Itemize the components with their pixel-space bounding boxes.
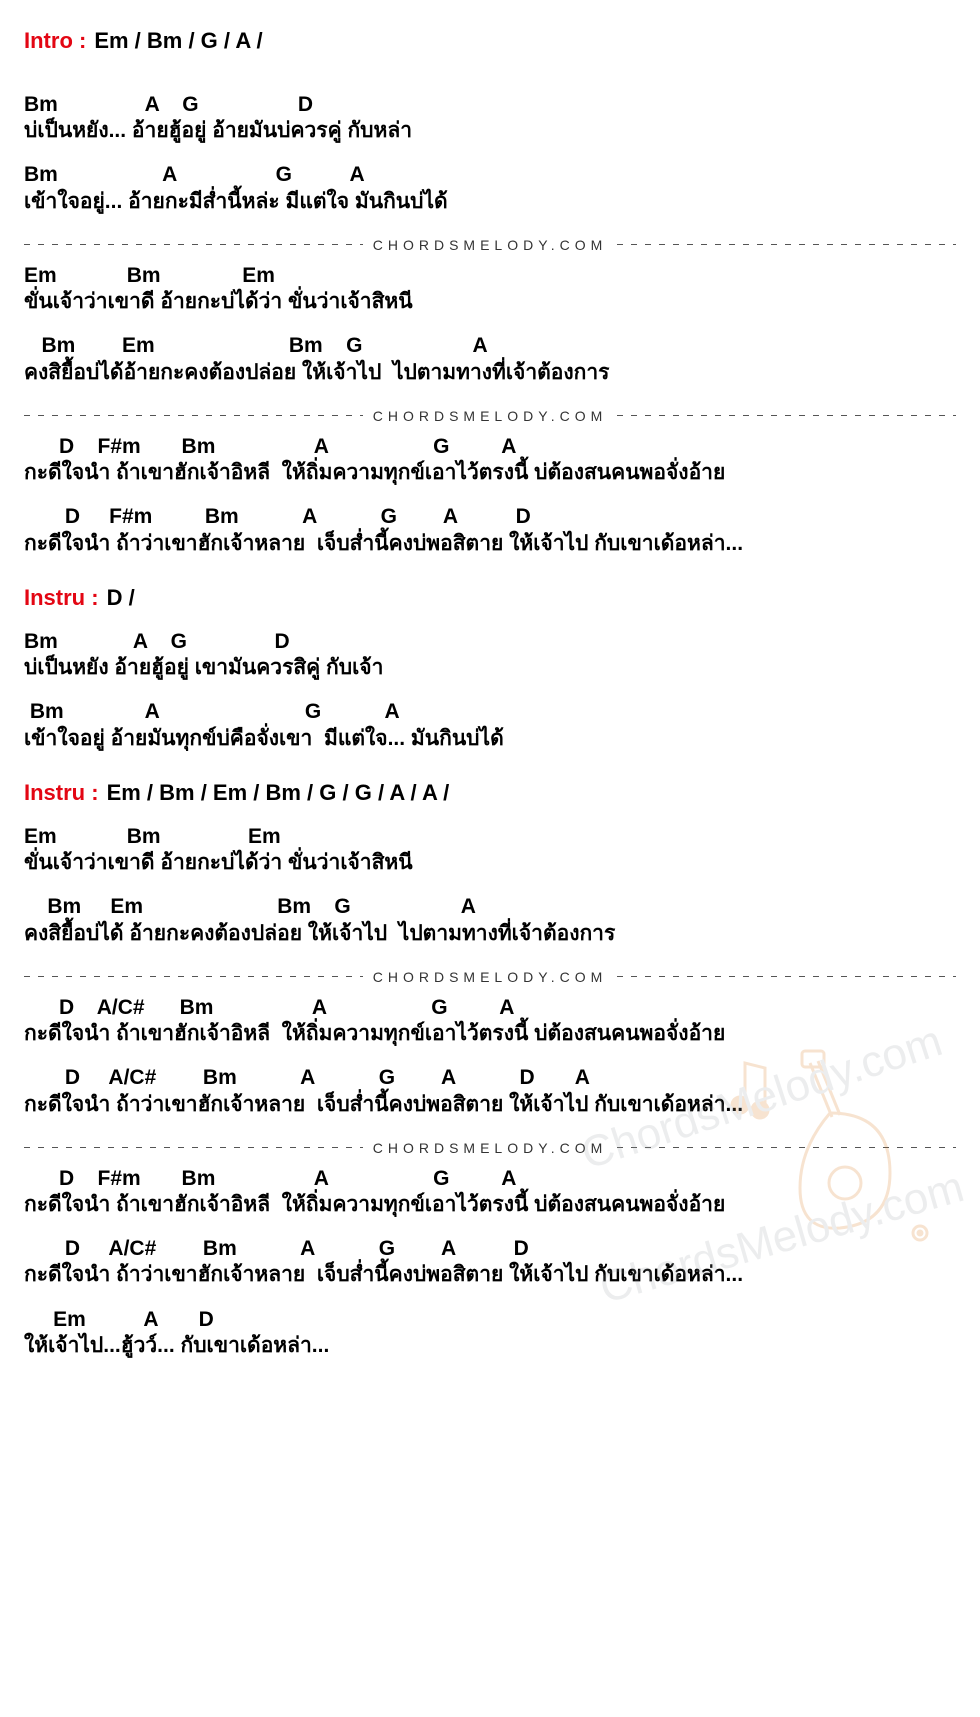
ch1-l1-chords: D F#m Bm A G A	[24, 434, 956, 459]
sep-dash	[24, 1147, 363, 1148]
intro-chords: Em / Bm / G / A /	[94, 28, 262, 54]
sep-brand: CHORDSMELODY.COM	[373, 408, 608, 424]
sep-dash	[24, 244, 363, 245]
instru1-label: Instru :	[24, 585, 99, 611]
v3-l2-lyrics: เข้าใจอยู่ อ้ายมันทุกข์บ่คือจั่งเขา มีแต…	[24, 725, 956, 752]
sep-dash	[617, 1147, 956, 1148]
v4-l1-chords: Em Bm Em	[24, 824, 956, 849]
ch2-l2-chords: D A/C# Bm A G A D A	[24, 1065, 956, 1090]
sep-brand: CHORDSMELODY.COM	[373, 969, 608, 985]
v4-l2-chords: Bm Em Bm G A	[24, 894, 956, 919]
ch2-l1-chords: D A/C# Bm A G A	[24, 995, 956, 1020]
v1-l1-lyrics: บ่เป็นหยัง... อ้ายฮู้อยู่ อ้ายมันบ่ควรคู…	[24, 117, 956, 144]
v4-l1-lyrics: ขั่นเจ้าว่าเขาดี อ้ายกะบ่ได้ว่า ขั่นว่าเ…	[24, 849, 956, 876]
sep-brand: CHORDSMELODY.COM	[373, 1140, 608, 1156]
v1-l2-chords: Bm A G A	[24, 162, 956, 187]
v2-l2-lyrics: คงสิยื้อบ่ได้อ้ายกะคงต้องปล่อย ให้เจ้าไป…	[24, 359, 956, 386]
sep-dash	[24, 415, 363, 416]
ch2-l1-lyrics: กะดีใจนำ ถ้าเขาฮักเจ้าอิหลี ให้ถิ่มความท…	[24, 1020, 956, 1047]
v4-l2-lyrics: คงสิยื้อบ่ได้ อ้ายกะคงต้องปล่อย ให้เจ้าไ…	[24, 920, 956, 947]
separator-2: CHORDSMELODY.COM	[24, 408, 956, 424]
separator-1: CHORDSMELODY.COM	[24, 237, 956, 253]
ch3-l2-lyrics: กะดีใจนำ ถ้าว่าเขาฮักเจ้าหลาย เจ็บส่ำนี้…	[24, 1261, 956, 1288]
instru1-row: Instru : D /	[24, 585, 956, 611]
sep-dash	[617, 976, 956, 977]
ch3-l1-chords: D F#m Bm A G A	[24, 1166, 956, 1191]
outro-chords: Em A D	[24, 1307, 956, 1332]
v2-l2-chords: Bm Em Bm G A	[24, 333, 956, 358]
instru2-label: Instru :	[24, 780, 99, 806]
v3-l1-lyrics: บ่เป็นหยัง อ้ายฮู้อยู่ เขามันควรสิคู่ กั…	[24, 654, 956, 681]
intro-label: Intro :	[24, 28, 86, 54]
intro-row: Intro : Em / Bm / G / A /	[24, 28, 956, 54]
v1-l2-lyrics: เข้าใจอยู่... อ้ายกะมีส่ำนี้หล่ะ มีแต่ใจ…	[24, 188, 956, 215]
ch1-l2-lyrics: กะดีใจนำ ถ้าว่าเขาฮักเจ้าหลาย เจ็บส่ำนี้…	[24, 530, 956, 557]
sep-brand: CHORDSMELODY.COM	[373, 237, 608, 253]
separator-3: CHORDSMELODY.COM	[24, 969, 956, 985]
ch3-l1-lyrics: กะดีใจนำ ถ้าเขาฮักเจ้าอิหลี ให้ถิ่มความท…	[24, 1191, 956, 1218]
ch1-l2-chords: D F#m Bm A G A D	[24, 504, 956, 529]
separator-4: CHORDSMELODY.COM	[24, 1140, 956, 1156]
instru2-row: Instru : Em / Bm / Em / Bm / G / G / A /…	[24, 780, 956, 806]
chord-sheet: Intro : Em / Bm / G / A / Bm A G D บ่เป็…	[0, 0, 980, 1403]
instru1-chords: D /	[107, 585, 135, 611]
ch1-l1-lyrics: กะดีใจนำ ถ้าเขาฮักเจ้าอิหลี ให้ถิ่มความท…	[24, 459, 956, 486]
v1-l1-chords: Bm A G D	[24, 92, 956, 117]
v3-l2-chords: Bm A G A	[24, 699, 956, 724]
sep-dash	[24, 976, 363, 977]
outro-lyrics: ให้เจ้าไป...ฮู้วว์... กับเขาเด้อหล่า...	[24, 1332, 956, 1359]
ch3-l2-chords: D A/C# Bm A G A D	[24, 1236, 956, 1261]
v2-l1-chords: Em Bm Em	[24, 263, 956, 288]
instru2-chords: Em / Bm / Em / Bm / G / G / A / A /	[107, 780, 450, 806]
sep-dash	[617, 244, 956, 245]
ch2-l2-lyrics: กะดีใจนำ ถ้าว่าเขาฮักเจ้าหลาย เจ็บส่ำนี้…	[24, 1091, 956, 1118]
v2-l1-lyrics: ขั่นเจ้าว่าเขาดี อ้ายกะบ่ได้ว่า ขั่นว่าเ…	[24, 288, 956, 315]
sep-dash	[617, 415, 956, 416]
v3-l1-chords: Bm A G D	[24, 629, 956, 654]
